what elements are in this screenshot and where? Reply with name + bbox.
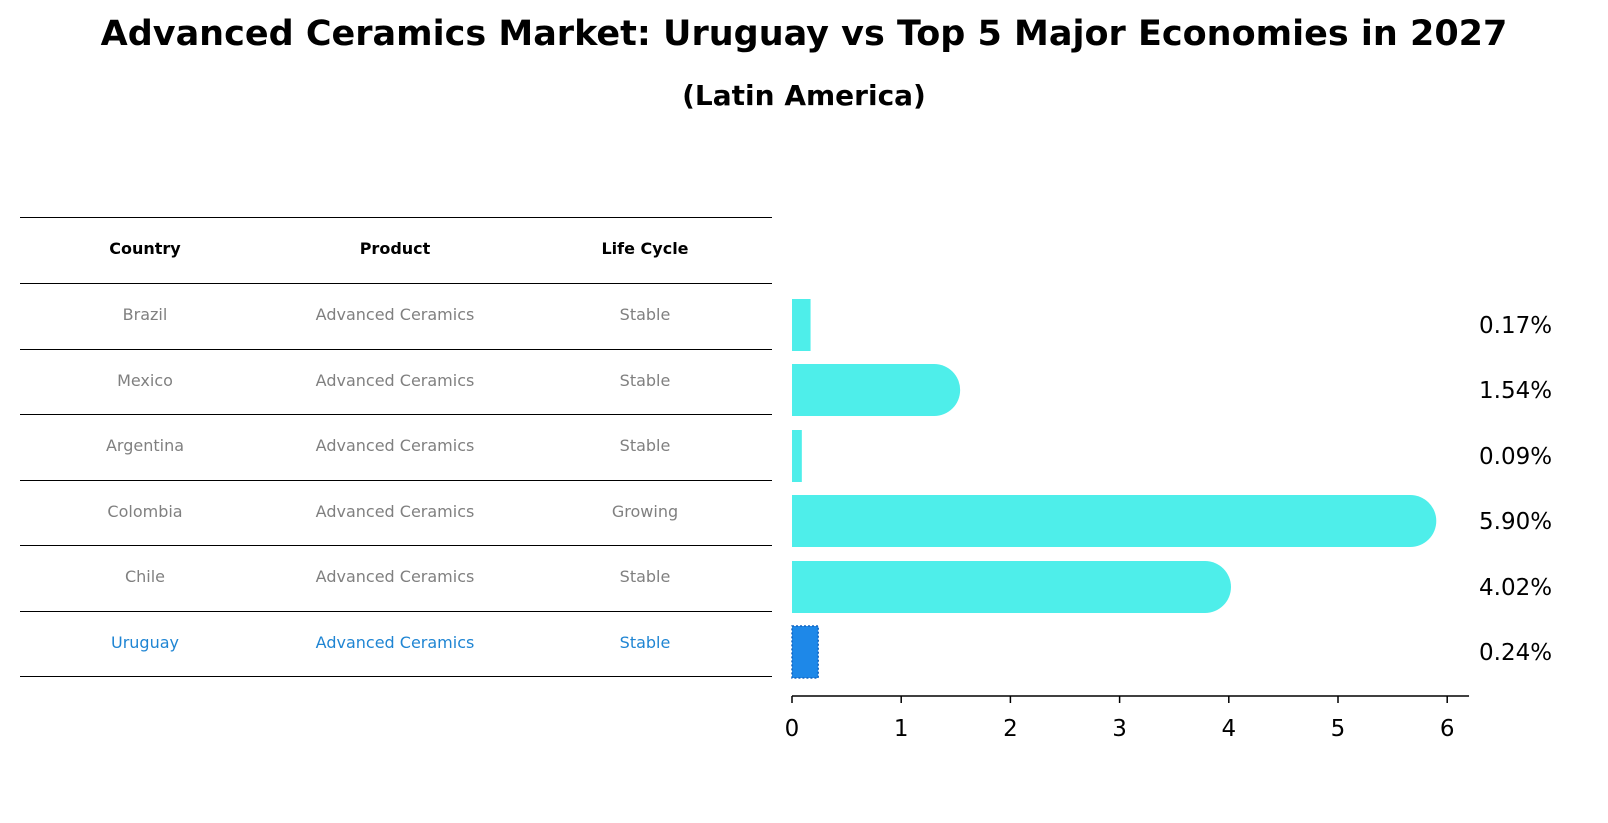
- x-tick-label: 5: [1331, 716, 1346, 742]
- table-rule: [20, 348, 772, 350]
- value-label-colombia: 5.90%: [1479, 509, 1552, 535]
- x-tick-label: 4: [1221, 716, 1236, 742]
- table-cell-life-cycle: Stable: [619, 370, 671, 390]
- value-label-brazil: 0.17%: [1479, 313, 1552, 339]
- table-cell-product: Advanced Ceramics: [315, 632, 475, 652]
- table-rule: [20, 217, 772, 218]
- table-rule: [20, 610, 772, 612]
- table-cell-product: Advanced Ceramics: [315, 436, 475, 455]
- table-cell-country: Mexico: [117, 370, 173, 390]
- table-rule: [20, 676, 772, 677]
- table-cell-country: Uruguay: [111, 632, 179, 652]
- table-cell-product: Advanced Ceramics: [315, 370, 475, 390]
- bar-argentina: [792, 430, 802, 482]
- table-rule: [20, 479, 772, 481]
- table-cell-country: Chile: [124, 567, 166, 586]
- table-rule: [20, 414, 772, 415]
- table-cell-life-cycle: Stable: [619, 632, 671, 652]
- header-country: Country: [109, 239, 181, 258]
- x-tick-label: 0: [785, 716, 800, 742]
- table-cell-product: Advanced Ceramics: [315, 305, 475, 324]
- x-tick-label: 1: [894, 716, 909, 742]
- table-rule: [20, 283, 772, 284]
- bar-brazil: [792, 299, 811, 351]
- bar-uruguay: [791, 625, 819, 679]
- header-life-cycle: Life Cycle: [601, 239, 689, 258]
- table-rule: [20, 545, 772, 546]
- table-cell-country: Colombia: [107, 501, 183, 521]
- value-label-chile: 4.02%: [1479, 575, 1552, 601]
- table-cell-life-cycle: Stable: [619, 567, 671, 586]
- chart-title: Advanced Ceramics Market: Uruguay vs Top…: [100, 14, 1508, 54]
- table-cell-life-cycle: Stable: [619, 436, 671, 455]
- bar-mexico: [792, 364, 961, 416]
- chart-subtitle: (Latin America): [682, 79, 926, 112]
- table-cell-life-cycle: Growing: [611, 501, 679, 521]
- x-tick-label: 2: [1003, 716, 1018, 742]
- x-tick-label: 3: [1112, 716, 1127, 742]
- bar-colombia: [792, 495, 1437, 547]
- table-cell-life-cycle: Stable: [619, 305, 671, 324]
- bar-chile: [792, 561, 1231, 613]
- table-cell-product: Advanced Ceramics: [315, 501, 475, 521]
- x-tick-label: 6: [1440, 716, 1455, 742]
- table-cell-country: Brazil: [122, 305, 168, 324]
- value-label-argentina: 0.09%: [1479, 444, 1552, 470]
- value-label-mexico: 1.54%: [1479, 378, 1552, 404]
- table-cell-product: Advanced Ceramics: [315, 567, 475, 586]
- header-product: Product: [359, 239, 431, 258]
- table-cell-country: Argentina: [105, 436, 185, 455]
- value-label-uruguay: 0.24%: [1479, 640, 1552, 666]
